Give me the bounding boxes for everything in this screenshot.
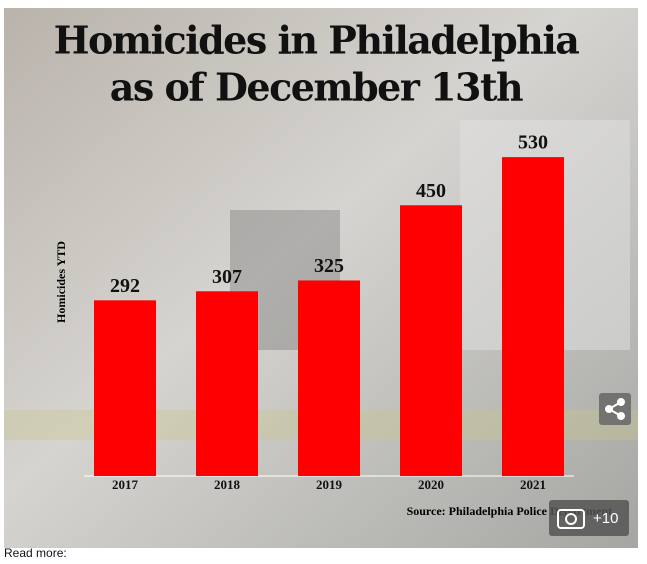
bar [196,291,258,476]
value-label: 292 [110,275,140,297]
bar [502,157,564,476]
y-axis-label: Homicides YTD [54,241,68,323]
x-tick-label: 2020 [418,477,444,492]
x-tick-label: 2017 [112,477,139,492]
photo-count: +10 [593,510,618,527]
bar [298,280,360,476]
value-label: 530 [518,132,548,154]
x-tick-label: 2021 [520,477,546,492]
bar [400,205,462,476]
share-icon [605,398,625,420]
value-label: 325 [314,255,344,277]
x-tick-label: 2019 [316,477,343,492]
camera-icon [557,509,585,529]
read-more[interactable]: Read more: [4,546,67,560]
camera-icon [565,513,577,525]
value-label: 307 [212,266,242,288]
chart-title: Homicides in Philadelphia [54,18,580,63]
chart-subtitle: as of December 13th [110,65,523,110]
x-tick-label: 2018 [214,477,241,492]
share-button[interactable] [599,393,631,425]
value-label: 450 [416,180,446,202]
bar [94,300,156,476]
